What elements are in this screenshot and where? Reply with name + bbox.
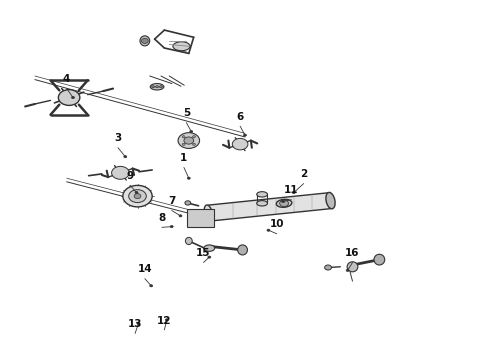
Circle shape: [150, 285, 153, 287]
Ellipse shape: [140, 36, 150, 46]
Circle shape: [142, 39, 148, 43]
Ellipse shape: [204, 245, 215, 251]
Circle shape: [208, 256, 211, 258]
Ellipse shape: [238, 245, 247, 255]
Ellipse shape: [276, 199, 292, 207]
Text: 16: 16: [345, 248, 360, 258]
Circle shape: [123, 185, 152, 207]
Circle shape: [184, 137, 194, 144]
Circle shape: [280, 200, 289, 207]
Ellipse shape: [374, 254, 385, 265]
Circle shape: [170, 226, 173, 228]
Ellipse shape: [150, 84, 164, 90]
Circle shape: [325, 265, 331, 270]
Circle shape: [193, 143, 196, 145]
Circle shape: [165, 319, 168, 321]
Text: 8: 8: [158, 213, 166, 223]
Circle shape: [124, 156, 127, 158]
Circle shape: [182, 143, 185, 145]
Circle shape: [267, 229, 270, 231]
Circle shape: [72, 96, 74, 99]
Text: 4: 4: [63, 74, 71, 84]
Circle shape: [137, 322, 140, 324]
Circle shape: [58, 90, 80, 105]
Text: 3: 3: [114, 134, 122, 143]
Circle shape: [112, 166, 129, 179]
Circle shape: [346, 269, 349, 271]
Circle shape: [190, 131, 193, 133]
Circle shape: [129, 190, 147, 203]
Ellipse shape: [204, 205, 213, 221]
Text: 1: 1: [180, 153, 188, 163]
Circle shape: [232, 138, 248, 150]
Circle shape: [187, 177, 190, 179]
Text: 11: 11: [284, 185, 299, 195]
Text: 7: 7: [168, 196, 175, 206]
Text: 2: 2: [300, 169, 307, 179]
Circle shape: [282, 201, 285, 203]
Circle shape: [159, 86, 162, 88]
Circle shape: [293, 192, 295, 194]
Circle shape: [156, 86, 159, 88]
Ellipse shape: [173, 42, 190, 51]
Ellipse shape: [347, 262, 358, 272]
Ellipse shape: [326, 193, 335, 209]
Circle shape: [134, 194, 141, 199]
Ellipse shape: [257, 192, 268, 197]
Text: 10: 10: [270, 220, 284, 229]
Circle shape: [185, 201, 191, 205]
Circle shape: [182, 136, 185, 138]
Circle shape: [152, 86, 155, 88]
Text: 5: 5: [183, 108, 190, 118]
Circle shape: [244, 134, 246, 136]
Circle shape: [179, 215, 182, 217]
Circle shape: [135, 192, 138, 194]
Text: 6: 6: [237, 112, 244, 122]
Text: 14: 14: [138, 264, 152, 274]
Text: 15: 15: [196, 248, 211, 258]
Circle shape: [178, 133, 199, 148]
Ellipse shape: [185, 237, 192, 244]
Text: 13: 13: [128, 319, 142, 329]
Text: 12: 12: [157, 316, 171, 325]
Polygon shape: [208, 193, 331, 221]
Circle shape: [193, 136, 196, 138]
Text: 9: 9: [126, 171, 134, 181]
Ellipse shape: [257, 201, 268, 206]
FancyBboxPatch shape: [187, 210, 214, 226]
